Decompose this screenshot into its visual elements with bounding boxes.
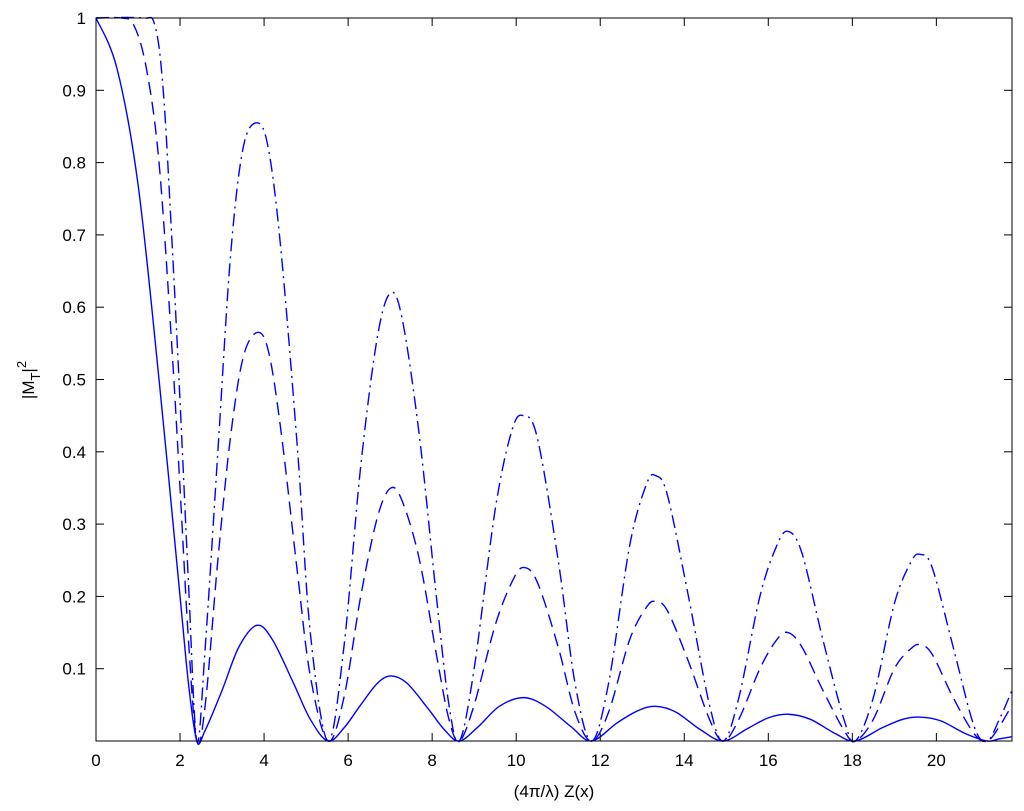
x-tick-label: 2	[175, 751, 184, 770]
x-tick-label: 4	[259, 751, 268, 770]
y-axis-label-superscript: 2	[14, 361, 29, 368]
series-line-dashed	[95, 16, 1013, 745]
x-tick-label: 14	[675, 751, 694, 770]
x-tick-label: 12	[591, 751, 610, 770]
y-axis-label-subscript: T	[28, 373, 43, 381]
y-axis-label: |MT|2	[14, 361, 43, 399]
plot-frame	[95, 17, 1013, 742]
x-tick-label: 20	[927, 751, 946, 770]
y-tick-label: 0.2	[62, 587, 86, 606]
y-tick-label: 0.3	[62, 515, 86, 534]
x-tick-label: 16	[759, 751, 778, 770]
x-tick-label: 8	[427, 751, 436, 770]
x-tick-label: 6	[343, 751, 352, 770]
y-tick-label: 0.6	[62, 298, 86, 317]
y-tick-label: 0.8	[62, 154, 86, 173]
x-tick-label: 0	[91, 751, 100, 770]
series-line-dash-dot	[95, 16, 1013, 744]
y-tick-label: 1	[77, 9, 86, 28]
y-tick-label: 0.5	[62, 371, 86, 390]
plot-background	[96, 18, 1012, 741]
x-axis-label: (4π/λ) Z(x)	[514, 782, 595, 801]
y-tick-label: 0.4	[62, 443, 86, 462]
y-axis-label-suffix: |	[19, 368, 38, 372]
x-tick-label: 18	[843, 751, 862, 770]
x-tick-label: 10	[507, 751, 526, 770]
y-tick-label: 0.9	[62, 81, 86, 100]
tick-layer: 0 2 4 6 8 10 12 14 16 18 20 0.1 0.2 0.3 0.4 0.5 0.6 0.7 0.…	[62, 9, 1012, 770]
y-tick-label: 0.1	[62, 660, 86, 679]
y-axis-label-main: |M	[19, 381, 38, 400]
y-tick-label: 0.7	[62, 226, 86, 245]
